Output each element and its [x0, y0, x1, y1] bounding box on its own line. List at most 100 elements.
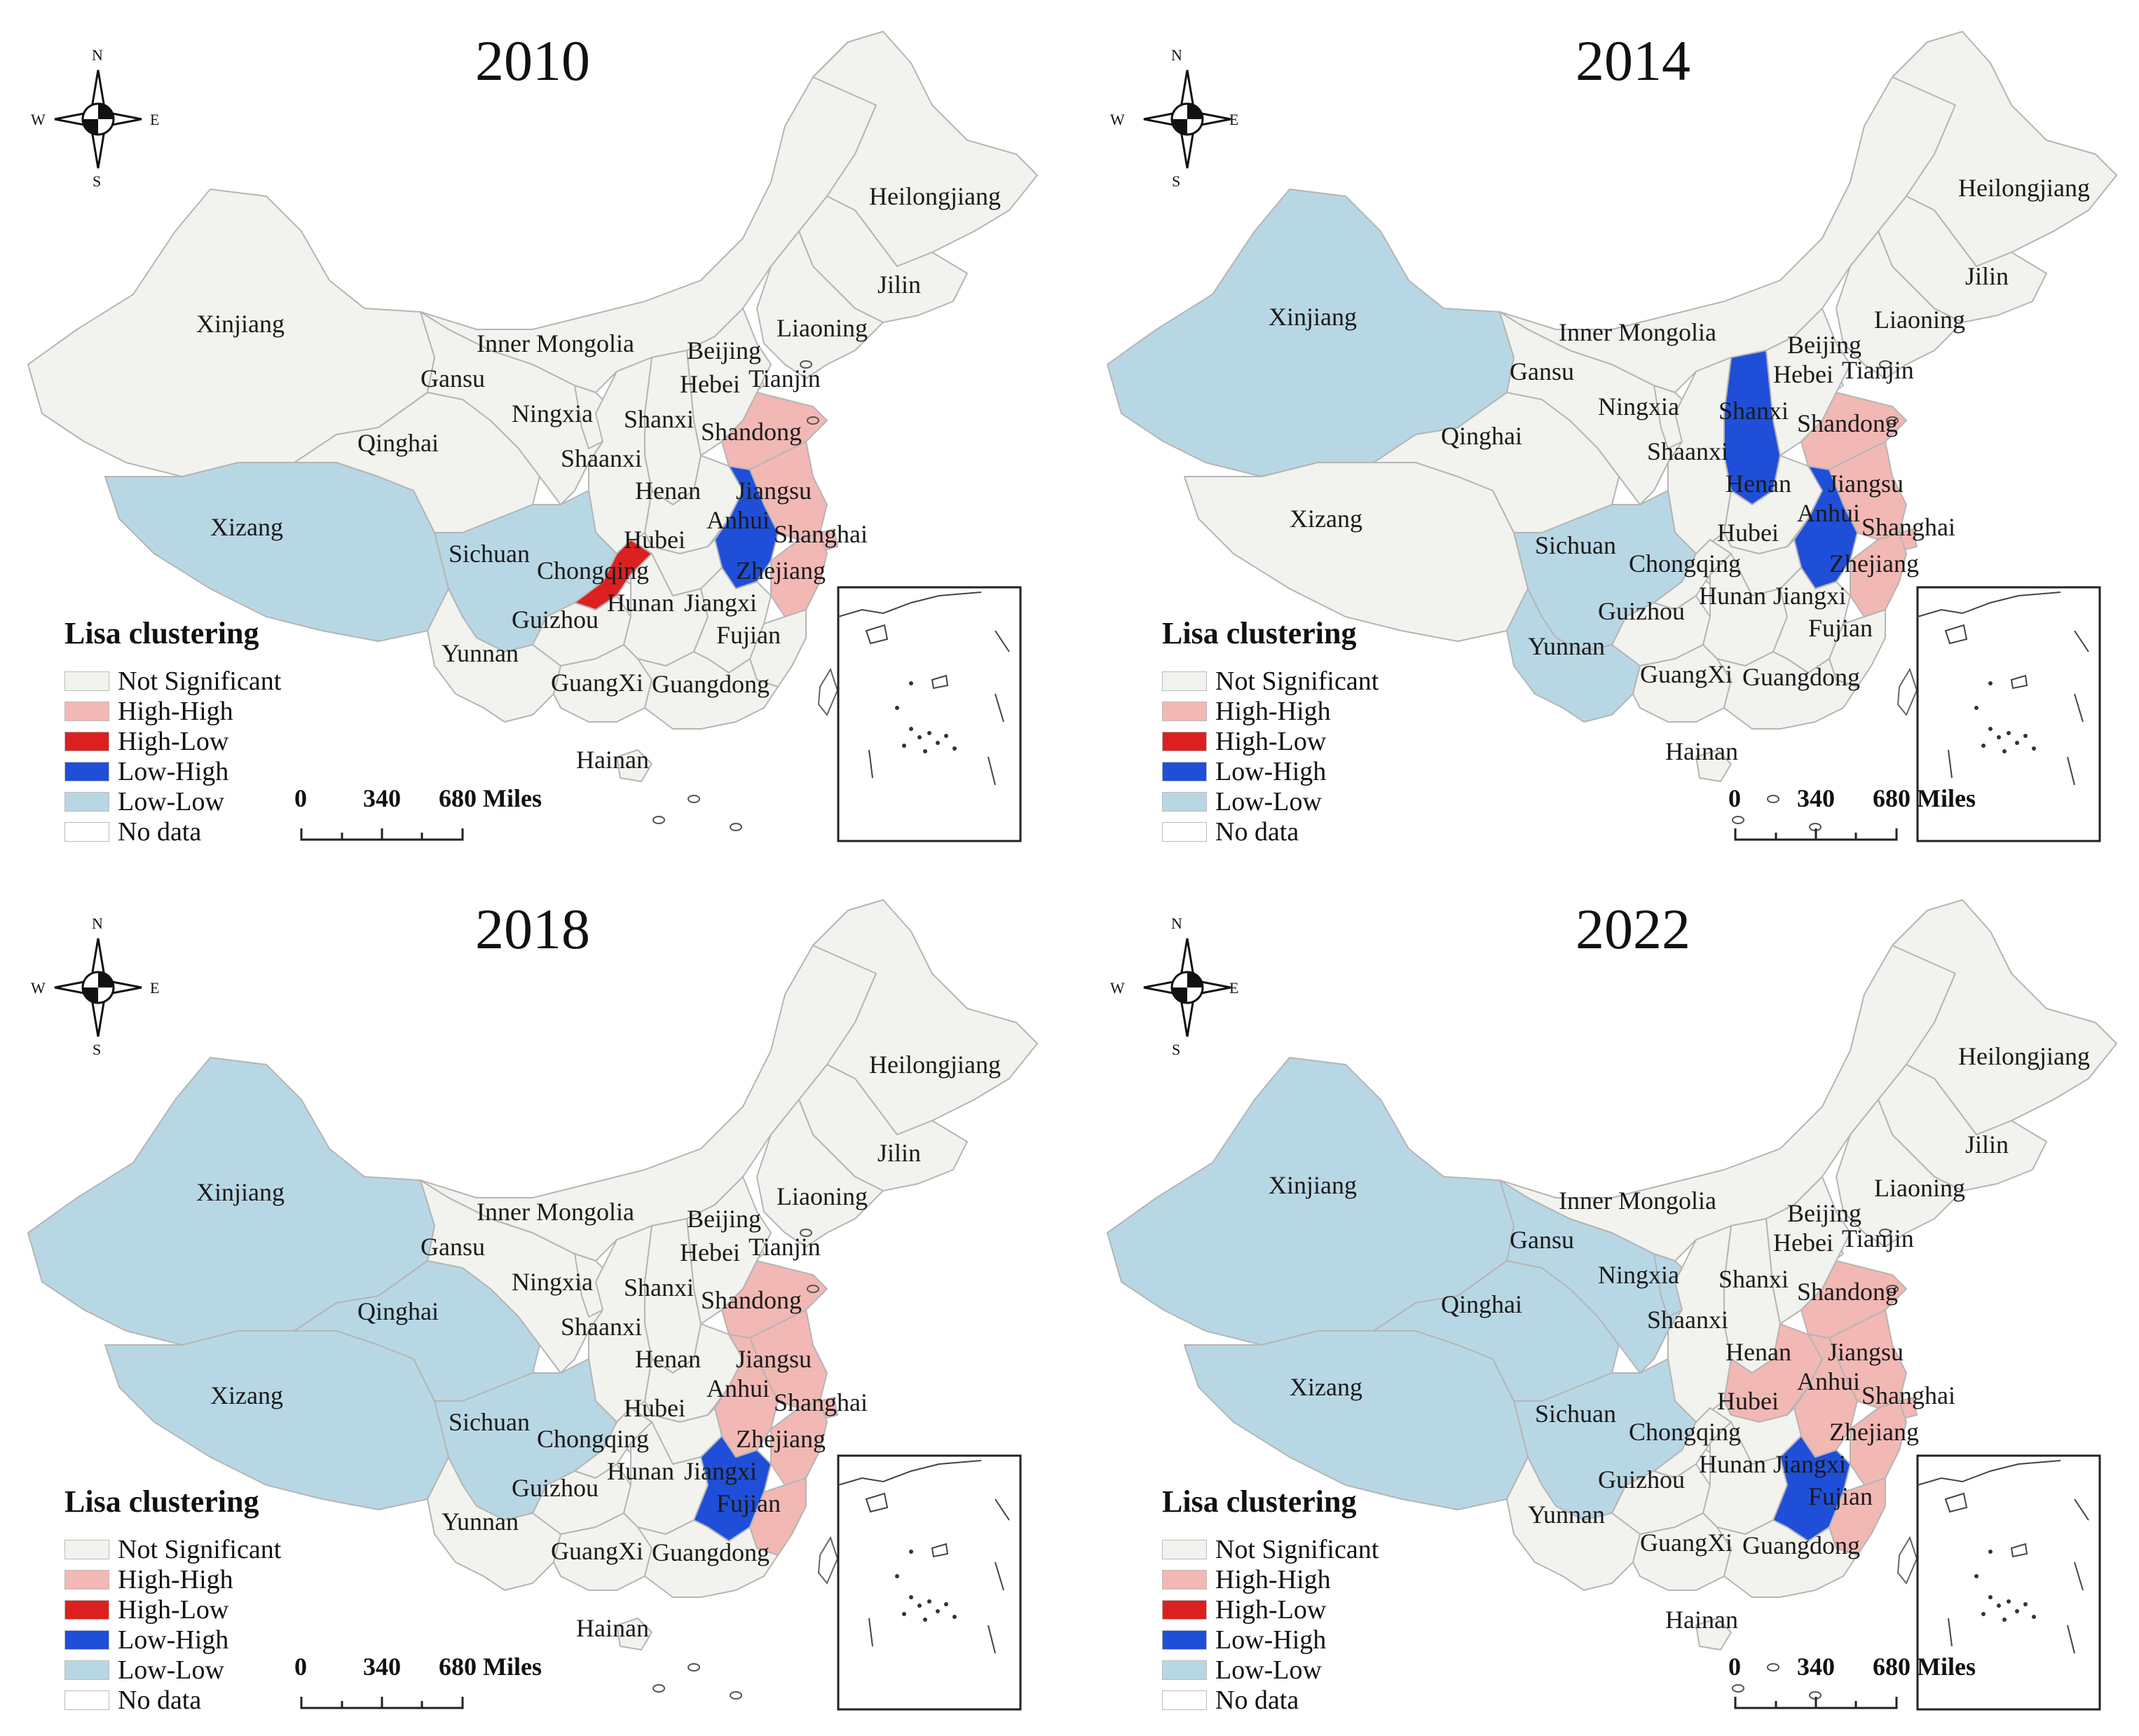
inset-island-dot — [1981, 744, 1986, 748]
province-label-heilongjiang: Heilongjiang — [869, 1051, 1001, 1079]
province-zhejiang — [1850, 532, 1907, 617]
province-label-gansu: Gansu — [421, 1233, 485, 1261]
year-title: 2010 — [475, 29, 590, 93]
legend-item: High-Low — [1162, 1595, 1326, 1625]
legend-swatch — [64, 1540, 109, 1559]
compass-rose-icon — [54, 938, 142, 1037]
province-label-yunnan: Yunnan — [442, 1508, 519, 1536]
province-label-shandong: Shandong — [1797, 409, 1898, 437]
small-island — [688, 1663, 700, 1672]
province-label-hunan: Hunan — [607, 1457, 674, 1485]
scale-bar — [300, 828, 464, 841]
province-label-anhui: Anhui — [706, 1374, 770, 1402]
inset-island-dot — [2002, 749, 2007, 753]
province-heilongjiang — [1892, 31, 2117, 267]
province-label-jiangxi: Jiangxi — [684, 1457, 757, 1485]
province-label-liaoning: Liaoning — [1874, 1174, 1965, 1202]
province-label-jilin: Jilin — [877, 271, 922, 299]
province-label-jiangsu: Jiangsu — [736, 1345, 812, 1373]
legend-item: Low-High — [1162, 1625, 1327, 1655]
south-china-sea-inset — [837, 586, 1022, 842]
legend-swatch — [1162, 1660, 1207, 1680]
province-label-guangxi: GuangXi — [1640, 660, 1733, 688]
province-label-anhui: Anhui — [1797, 499, 1860, 527]
legend-label: High-High — [1215, 697, 1331, 726]
inset-island-dot — [1988, 1550, 1993, 1554]
province-yunnan — [1506, 588, 1641, 723]
province-label-yunnan: Yunnan — [1528, 632, 1605, 660]
scale-label-end: 680 Miles — [439, 784, 542, 812]
legend-swatch — [1162, 1540, 1207, 1559]
legend-label: Low-High — [1215, 1625, 1327, 1655]
island-outline — [817, 667, 839, 716]
legend-swatch — [64, 702, 109, 721]
province-yunnan — [1506, 1456, 1641, 1591]
province-label-henan: Henan — [635, 477, 701, 505]
province-label-shaanxi: Shaanxi — [1647, 437, 1728, 465]
province-label-inner-mongolia: Inner Mongolia — [1559, 318, 1716, 346]
legend-item: Low-High — [1162, 757, 1326, 786]
province-xizang — [104, 1330, 449, 1510]
province-label-shanxi: Shanxi — [624, 1273, 695, 1301]
province-label-henan: Henan — [1725, 1338, 1791, 1366]
legend-item: No data — [1162, 1686, 1299, 1715]
legend-item: Not Significant — [1162, 1535, 1379, 1564]
province-label-liaoning: Liaoning — [777, 1182, 868, 1210]
scale-label-end: 680 Miles — [1873, 784, 1976, 812]
province-label-shanghai: Shanghai — [774, 520, 868, 548]
legend-item: Not Significant — [64, 667, 281, 696]
inset-island-dot — [917, 735, 922, 739]
legend-label: High-High — [118, 1565, 233, 1594]
legend-swatch — [1162, 671, 1207, 691]
province-label-sichuan: Sichuan — [449, 540, 530, 568]
compass-label-n: N — [1171, 915, 1182, 932]
province-label-zhejiang: Zhejiang — [736, 556, 826, 585]
inset-island-dot — [944, 734, 948, 738]
compass-label-e: E — [150, 111, 160, 128]
province-label-chongqing: Chongqing — [537, 1425, 650, 1453]
province-label-qinghai: Qinghai — [1441, 422, 1522, 450]
year-title: 2014 — [1576, 29, 1690, 93]
legend-swatch — [64, 822, 109, 842]
province-label-sichuan: Sichuan — [1535, 531, 1616, 559]
province-yunnan — [427, 1456, 561, 1591]
province-yunnan — [427, 588, 561, 723]
province-label-jiangxi: Jiangxi — [1773, 1450, 1846, 1478]
province-label-tianjin: Tianjin — [749, 1233, 821, 1261]
province-label-shaanxi: Shaanxi — [1647, 1306, 1728, 1334]
province-label-shaanxi: Shaanxi — [561, 444, 642, 472]
province-label-jilin: Jilin — [877, 1139, 922, 1167]
map-panel-2014: 2014 N S E W Xinjiang Inner Mongolia Heilongjia… — [1070, 0, 2139, 868]
inset-island-dot — [909, 1595, 913, 1599]
province-label-qinghai: Qinghai — [1441, 1290, 1522, 1318]
legend-swatch — [1162, 1690, 1207, 1710]
province-label-guizhou: Guizhou — [1598, 597, 1685, 625]
province-guangdong — [637, 651, 779, 730]
map-panel-2010: 2010 N S E W Xinjiang Inner Mongolia Heilongjia… — [0, 0, 1070, 868]
legend-item: Not Significant — [64, 1535, 281, 1564]
inset-coastline — [838, 1460, 1010, 1654]
province-label-shandong: Shandong — [1797, 1278, 1898, 1306]
province-map — [1107, 899, 2117, 1711]
inset-island-dot — [927, 731, 931, 735]
province-label-ningxia: Ningxia — [1598, 1261, 1679, 1289]
legend-label: High-Low — [118, 727, 229, 756]
legend-item: High-High — [64, 697, 233, 726]
legend-item: High-Low — [64, 1595, 228, 1625]
legend-item: High-Low — [64, 727, 228, 756]
legend-title: Lisa clustering — [64, 1484, 259, 1519]
province-label-guangdong: Guangdong — [1742, 663, 1860, 691]
province-label-shanxi: Shanxi — [1718, 397, 1789, 425]
province-label-hebei: Hebei — [680, 370, 740, 398]
province-label-guangxi: GuangXi — [1640, 1529, 1733, 1557]
province-guangdong — [637, 1519, 779, 1598]
province-qinghai — [1373, 392, 1620, 533]
province-label-gansu: Gansu — [1510, 1226, 1574, 1254]
province-label-tianjin: Tianjin — [749, 364, 821, 392]
legend-label: Low-High — [118, 757, 229, 786]
province-label-shandong: Shandong — [701, 1286, 802, 1314]
province-label-henan: Henan — [1725, 470, 1791, 498]
inset-island-dot — [2002, 1618, 2007, 1622]
legend-swatch — [64, 762, 109, 781]
legend-item: No data — [1162, 817, 1299, 847]
